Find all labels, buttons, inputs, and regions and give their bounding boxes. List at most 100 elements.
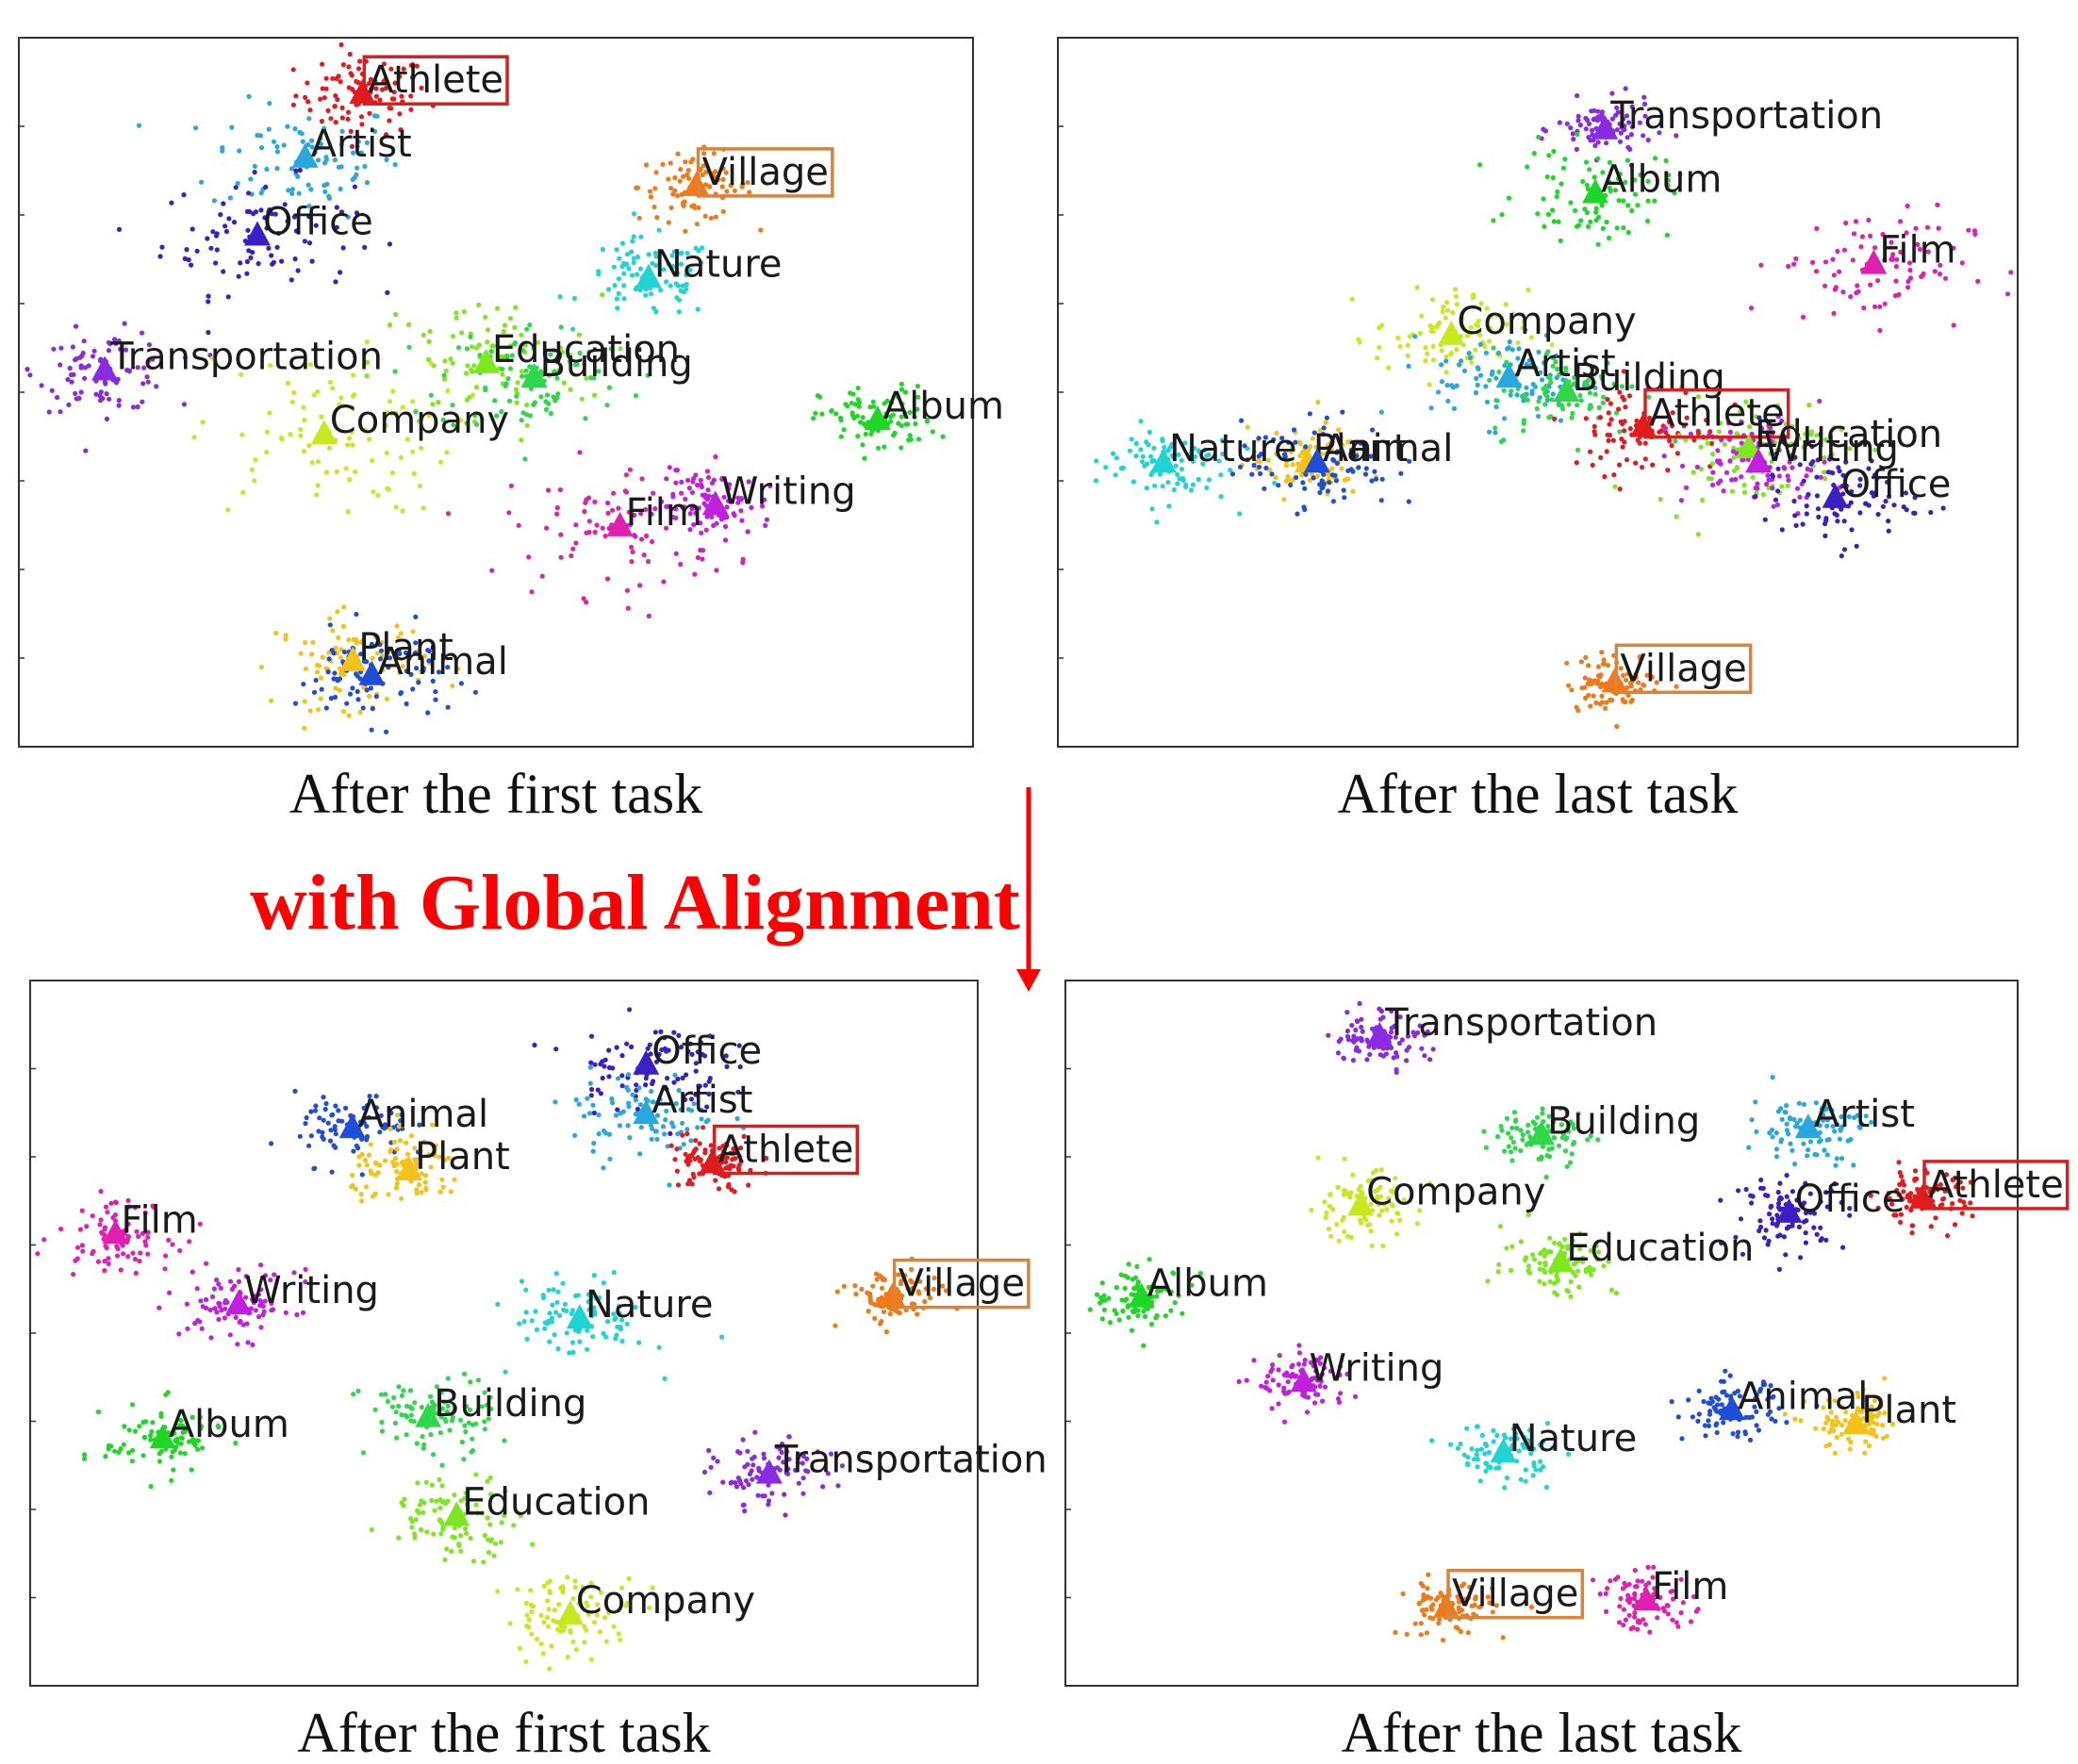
- scatter-point: [408, 93, 414, 99]
- scatter-point: [548, 352, 553, 357]
- scatter-point: [1423, 358, 1428, 364]
- scatter-point: [650, 538, 655, 545]
- scatter-point: [1891, 1212, 1897, 1218]
- scatter-point: [1295, 511, 1300, 517]
- scatter-point: [99, 1229, 105, 1235]
- scatter-point: [388, 655, 393, 661]
- scatter-point: [320, 86, 325, 91]
- scatter-point: [1580, 178, 1586, 185]
- scatter-point: [1196, 448, 1201, 453]
- scatter-point: [764, 1155, 769, 1162]
- scatter-point: [1357, 1000, 1362, 1006]
- scatter-point: [703, 527, 709, 533]
- scatter-point: [73, 323, 79, 329]
- scatter-point: [1494, 312, 1500, 318]
- scatter-point: [639, 536, 645, 542]
- scatter-point: [1302, 1358, 1308, 1363]
- scatter-point: [422, 653, 428, 659]
- scatter-point: [1219, 437, 1225, 443]
- scatter-point: [1350, 488, 1356, 494]
- scatter-point: [1835, 519, 1840, 524]
- scatter-point: [1323, 1214, 1328, 1220]
- scatter-point: [323, 75, 329, 81]
- scatter-point: [531, 346, 536, 352]
- scatter-point: [476, 342, 482, 348]
- scatter-point: [1454, 347, 1460, 353]
- scatter-point: [1337, 1372, 1343, 1377]
- scatter-point: [564, 1330, 569, 1336]
- scatter-point: [1291, 427, 1297, 433]
- scatter-point: [473, 1502, 479, 1508]
- scatter-point: [1779, 484, 1785, 489]
- scatter-point: [1838, 1128, 1843, 1133]
- scatter-point: [458, 1548, 464, 1554]
- scatter-point: [432, 1508, 437, 1513]
- scatter-point: [291, 1270, 297, 1276]
- centroid-education: [1735, 434, 1762, 459]
- scatter-point: [524, 402, 530, 407]
- scatter-point: [652, 505, 658, 512]
- scatter-point: [1574, 223, 1580, 229]
- scatter-point: [1624, 113, 1630, 119]
- scatter-point: [1860, 1387, 1866, 1393]
- scatter-point: [696, 505, 701, 511]
- scatter-point: [1616, 198, 1622, 204]
- scatter-point: [322, 189, 328, 194]
- scatter-point: [364, 359, 370, 365]
- scatter-point: [623, 489, 630, 495]
- scatter-point: [1663, 157, 1669, 164]
- scatter-point: [203, 1296, 209, 1303]
- scatter-point: [495, 1301, 501, 1307]
- scatter-point: [475, 1510, 481, 1516]
- scatter-point: [1347, 438, 1353, 445]
- label-transportation: Transportation: [774, 1439, 1047, 1482]
- scatter-point: [394, 1169, 400, 1175]
- scatter-point: [1804, 511, 1809, 517]
- scatter-point: [1524, 1255, 1529, 1261]
- scatter-point: [1359, 1036, 1364, 1042]
- scatter-point: [289, 277, 294, 283]
- scatter-point: [1584, 117, 1591, 123]
- scatter-point: [672, 174, 678, 181]
- scatter-point: [1467, 355, 1474, 361]
- scatter-point: [1170, 454, 1177, 460]
- scatter-point: [391, 1162, 397, 1169]
- scatter-point: [334, 224, 339, 230]
- scatter-point: [675, 193, 681, 199]
- scatter-point: [1834, 1156, 1839, 1162]
- scatter-point: [97, 398, 104, 404]
- scatter-point: [1394, 1050, 1399, 1056]
- scatter-point: [349, 404, 355, 410]
- scatter-point: [593, 1295, 599, 1301]
- scatter-point: [1515, 386, 1521, 391]
- scatter-point: [322, 1106, 328, 1113]
- scatter-point: [1792, 1162, 1798, 1167]
- scatter-point: [841, 1283, 847, 1289]
- scatter-point: [309, 258, 315, 264]
- scatter-point: [862, 455, 867, 461]
- scatter-point: [1828, 1410, 1834, 1415]
- scatter-point: [274, 166, 280, 172]
- scatter-point: [358, 150, 364, 156]
- scatter-point: [1717, 420, 1723, 426]
- scatter-point: [361, 1105, 367, 1111]
- scatter-point: [401, 66, 406, 72]
- scatter-point: [1342, 477, 1348, 483]
- scatter-point: [1307, 411, 1312, 417]
- scatter-point: [1378, 1167, 1384, 1173]
- scatter-point: [1794, 1120, 1800, 1127]
- scatter-point: [1562, 1148, 1569, 1154]
- scatter-point: [896, 420, 901, 426]
- scatter-point: [235, 180, 240, 187]
- scatter-point: [1824, 1123, 1830, 1129]
- scatter-point: [150, 1203, 156, 1209]
- scatter-point: [339, 1118, 345, 1124]
- scatter-point: [1302, 506, 1308, 513]
- scatter-point: [1721, 1378, 1726, 1384]
- scatter-point: [426, 1152, 432, 1158]
- scatter-point: [1618, 419, 1624, 424]
- scatter-point: [1785, 473, 1790, 479]
- scatter-point: [341, 672, 347, 678]
- scatter-point: [274, 144, 280, 150]
- scatter-point: [695, 1049, 701, 1055]
